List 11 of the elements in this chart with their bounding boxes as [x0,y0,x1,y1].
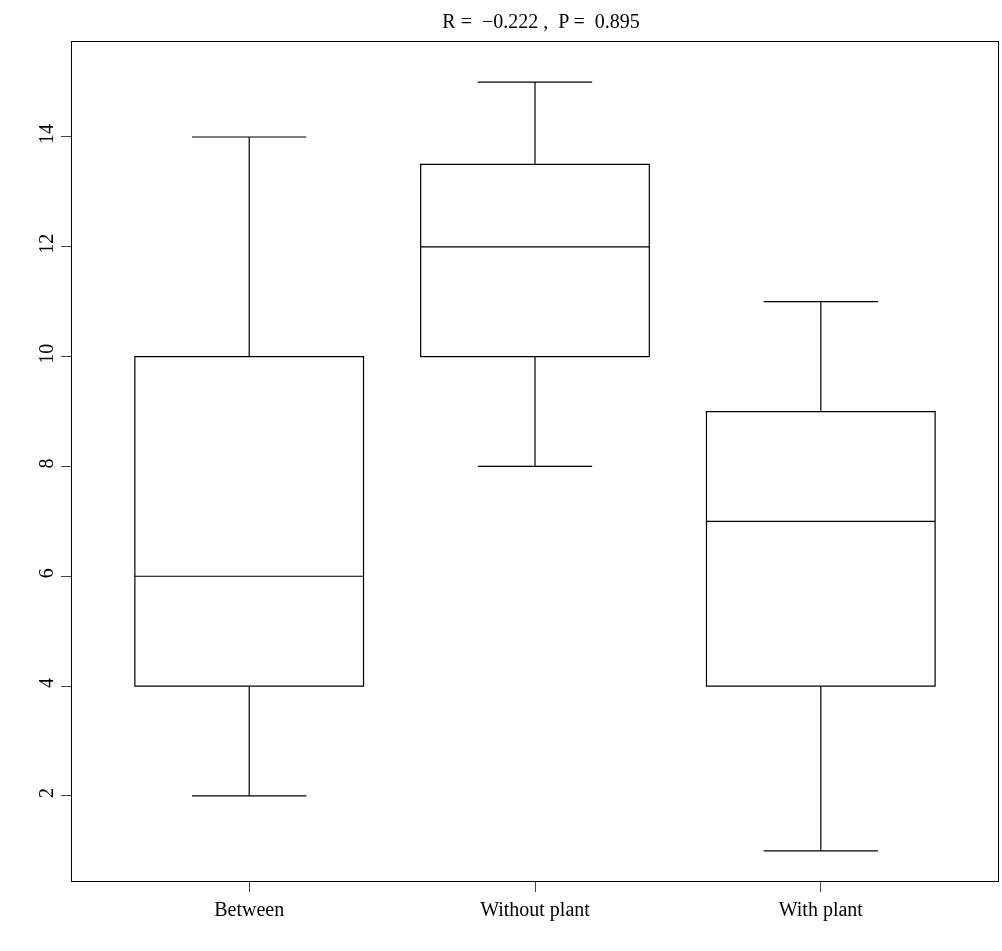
y-tick-label: 2 [35,787,57,798]
y-tick-label: 6 [35,568,57,579]
y-tick-label: 4 [35,678,57,689]
y-tick-label: 14 [35,123,57,144]
x-tick-label: Between [214,898,285,920]
y-tick-label: 10 [35,343,57,364]
x-tick-label: Without plant [480,898,591,921]
chart-title: R = −0.222 , P = 0.895 [442,10,640,33]
y-tick-label: 8 [35,458,57,469]
x-tick-label: With plant [778,898,864,921]
y-tick-label: 12 [35,233,57,254]
